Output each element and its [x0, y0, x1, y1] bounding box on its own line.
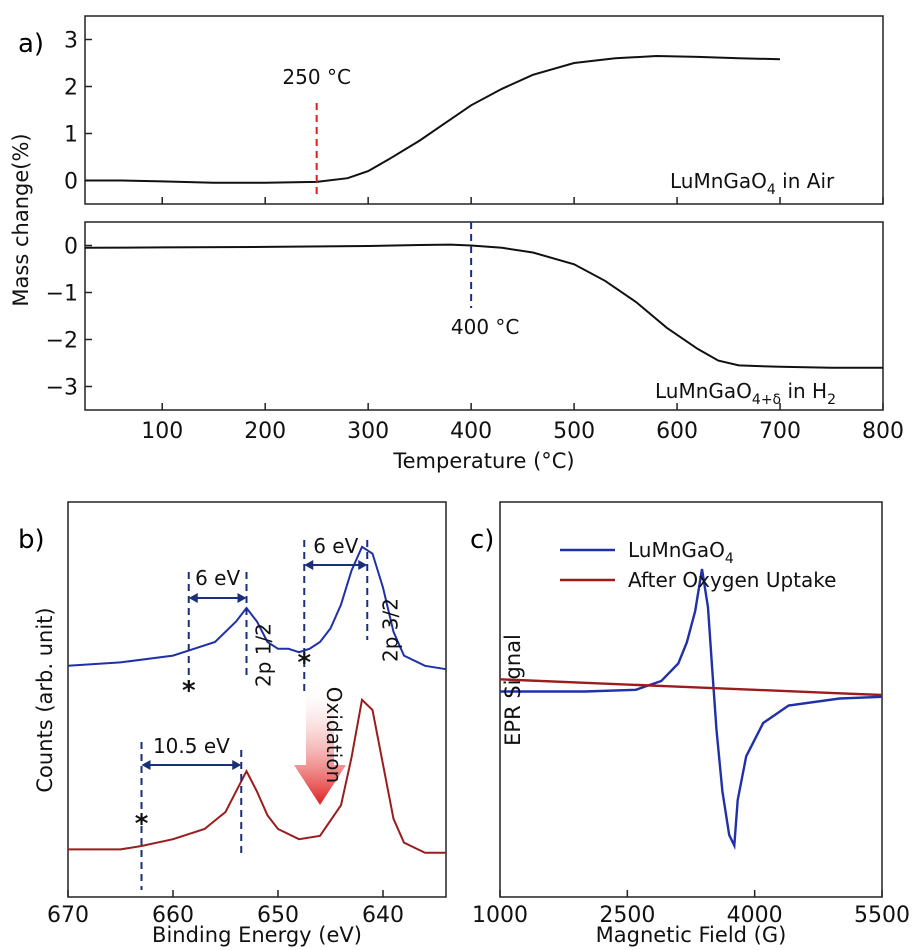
series-line — [499, 678, 883, 697]
panel-a-x-ticks: 100 200 300 400 500 600 700 800 — [141, 197, 904, 444]
panel-b-ylabel: Counts (arb. unit) — [33, 607, 57, 792]
gap-label: 6 eV — [195, 566, 240, 590]
panel-c-label: c) — [470, 525, 494, 555]
panel-b-xlabel: Binding Energy (eV) — [152, 923, 362, 947]
gap-label: 10.5 eV — [153, 734, 230, 758]
oxidation-arrow — [294, 690, 346, 805]
x-tick-label: 640 — [362, 903, 404, 928]
series-line — [500, 568, 883, 851]
series-line — [84, 243, 883, 369]
y-tick-label: 0 — [64, 170, 78, 195]
marker-label: 400 °C — [451, 315, 520, 339]
y-tick-label: 1 — [64, 123, 78, 148]
y-tick-label: 2 — [64, 76, 78, 101]
series-line — [85, 54, 781, 184]
x-tick-label: 5500 — [854, 903, 910, 928]
y-tick-label: −3 — [46, 376, 78, 401]
arrow-head — [232, 760, 242, 770]
x-tick-label: 400 — [450, 419, 492, 444]
legend-label: LuMnGaO4 — [628, 538, 734, 567]
panel-a-label: a) — [18, 29, 44, 59]
x-tick-label: 800 — [862, 419, 904, 444]
peak-label: 2p 1/2 — [252, 623, 276, 687]
x-tick-label: 200 — [244, 419, 286, 444]
panel-a-xlabel: Temperature (°C) — [392, 449, 574, 473]
x-tick-label: 4000 — [727, 903, 783, 928]
x-tick-label: 300 — [347, 419, 389, 444]
arrow-head — [304, 560, 314, 570]
panel-a-bottom-legend: LuMnGaO4+δ in H2 — [655, 379, 836, 408]
oxidation-label: Oxidation — [322, 687, 346, 783]
arrow-head — [188, 593, 198, 603]
arrow-head — [237, 593, 247, 603]
series-line — [68, 697, 446, 854]
satellite-marker: * — [135, 809, 149, 839]
panel-a-top-frame — [84, 15, 884, 205]
y-tick-label: 3 — [64, 29, 78, 54]
panel-b-label: b) — [18, 525, 45, 555]
panel-b-plot: 670 660 650 640 6 eV 6 eV 2p 1/2 2p 3/2 * * 10.5 e… — [47, 534, 447, 928]
x-tick-label: 600 — [656, 419, 698, 444]
panel-c-ylabel: EPR Signal — [501, 634, 525, 746]
arrow-head — [358, 560, 368, 570]
gap-label: 6 eV — [313, 534, 358, 558]
panel-b-frame — [67, 501, 447, 898]
panel-a-top-plot: 0 1 2 3 250 °C — [64, 29, 781, 198]
x-tick-label: 670 — [47, 903, 89, 928]
panel-c-xlabel: Magnetic Field (G) — [596, 923, 787, 947]
panel-a-bottom-plot: 0 −1 −2 −3 400 °C — [46, 222, 883, 401]
satellite-marker: * — [182, 676, 196, 706]
y-tick-label: −1 — [46, 282, 78, 307]
panel-a-bottom-frame — [84, 221, 884, 411]
x-tick-label: 1000 — [472, 903, 528, 928]
x-tick-label: 650 — [257, 903, 299, 928]
panel-a-ylabel: Mass change(%) — [9, 133, 33, 306]
x-tick-label: 700 — [759, 419, 801, 444]
x-tick-label: 500 — [553, 419, 595, 444]
panel-c-frame — [499, 501, 883, 898]
y-tick-label: −2 — [46, 329, 78, 354]
marker-label: 250 °C — [282, 65, 351, 89]
x-tick-label: 2500 — [599, 903, 655, 928]
peak-label: 2p 3/2 — [378, 598, 402, 662]
arrow-head — [141, 760, 151, 770]
x-tick-label: 660 — [152, 903, 194, 928]
panel-a-top-legend: LuMnGaO4 in Air — [670, 169, 835, 198]
legend-label: After Oxygen Uptake — [628, 568, 836, 592]
x-tick-label: 100 — [141, 419, 183, 444]
satellite-marker: * — [297, 648, 311, 678]
y-tick-label: 0 — [64, 235, 78, 260]
